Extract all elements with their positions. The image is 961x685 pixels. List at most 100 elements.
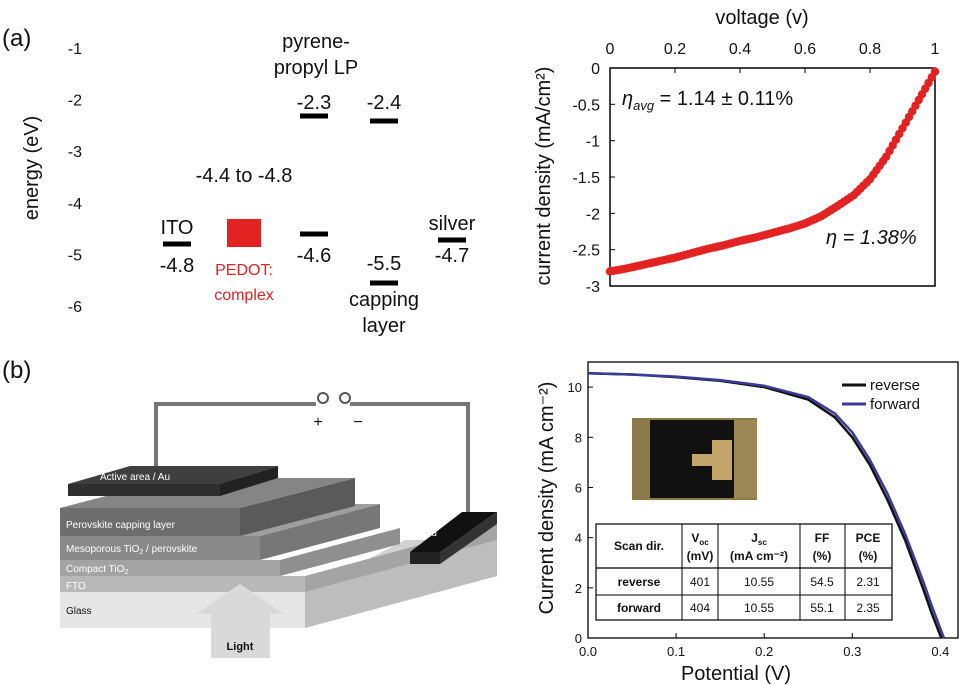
layer-label-gold: gold [418,528,437,539]
gold-contact-front [410,552,440,564]
meso-text: Mesoporous TiO [66,544,140,555]
minus-sign: − [353,414,362,431]
table-header-scan: Scan dir. [614,539,664,553]
level-value-pyrene-homo: -4.6 [297,245,331,267]
voc-main: V [691,531,699,545]
energy-tick-label: -5 [68,247,82,264]
level-name-capping-2: layer [362,315,406,337]
level-value-silver: -4.7 [435,245,469,267]
line-y-tick-label: 6 [575,480,582,495]
level-name-ito: ITO [161,217,194,239]
line-x-tick-label: 0.3 [843,644,861,659]
jv-line-chart: Current density (mA cm⁻²) Potential (V) … [536,362,958,685]
layer-label-capping: Perovskite capping layer [66,520,176,531]
legend-label-reverse: reverse [870,377,920,394]
wire-right [350,404,468,512]
panel-label-a: (a) [2,25,31,52]
table-cell-r1-c4: 54.5 [810,575,834,589]
scatter-y-tick-label: -2 [586,206,600,223]
level-value-ito: -4.8 [160,255,194,277]
line-y-tick-label: 10 [568,380,582,395]
scatter-x-axis-label: voltage (v) [715,7,808,29]
layer-label-active: Active area / Au [100,472,170,483]
scatter-y-tick-label: -1.5 [572,170,600,187]
level-value-capping-lumo: -2.4 [367,92,401,114]
light-label: Light [227,641,254,653]
line-y-tick-label: 2 [575,581,582,596]
voc-sub: oc [699,538,709,547]
level-name-pedot-1: PEDOT: [215,262,273,279]
line-x-tick-label: 0.1 [667,644,685,659]
scatter-annotation-avg: ηavg = 1.14 ± 0.11% [622,88,793,113]
wire-left [156,404,316,467]
energy-tick-label: -6 [68,299,82,316]
compact-text: Compact TiO [66,564,125,575]
table-cell-r2-c1: forward [617,601,661,615]
legend-label-forward: forward [870,396,920,413]
performance-table: Scan dir. Voc (mV) Jsc (mA cm⁻²) FF (%) … [596,524,892,620]
line-x-tick-label: 0.2 [755,644,773,659]
table-cell-r2-c2: 404 [690,601,710,615]
energy-tick-label: -4 [68,196,82,213]
energy-level-diagram: energy (eV) -1 -2 -3 -4 -5 -6 ITO -4.8 -4.4 t… [21,31,476,337]
layer-label-glass: Glass [66,606,92,617]
layer-fto-front [60,576,305,592]
line-x-axis-label: Potential (V) [681,663,791,685]
device-schematic: + − Glass FTO Compact TiO2 Mesoporous Ti… [60,393,497,658]
photo-contact-arm [692,454,714,466]
scatter-point [931,67,939,75]
scatter-y-axis-label: current density (mA/cm²) [533,67,555,286]
layer-active-front [68,484,220,496]
table-cell-r2-c4: 55.1 [810,601,834,615]
scatter-y-tick-label: -0.5 [572,97,600,114]
level-name-capping-1: capping [349,289,419,311]
level-value-pyrene-lumo: -2.3 [297,92,331,114]
line-y-tick-label: 8 [575,430,582,445]
compact-subscript: 2 [124,569,128,576]
scatter-y-tick-label: -1 [586,134,600,151]
jsc-sub: sc [758,538,767,547]
panel-label-b: (b) [2,357,31,384]
line-y-axis-label: Current density (mA cm⁻²) [536,382,558,615]
table-header-ff-unit: (%) [813,549,832,563]
table-header-jsc-unit: (mA cm⁻²) [730,549,788,563]
table-cell-r1-c5: 2.31 [856,575,880,589]
eta-avg-value: = 1.14 ± 0.11% [654,88,793,110]
line-x-tick-label: 0.4 [931,644,949,659]
table-cell-r1-c2: 401 [690,575,710,589]
level-name-pyrene-2: propyl LP [274,57,359,79]
table-header-ff: FF [815,531,830,545]
table-header-pce-unit: (%) [859,549,878,563]
scatter-annotation-best: η = 1.38% [826,227,917,249]
energy-tick-label: -2 [68,93,82,110]
scatter-x-tick-label: 0.4 [729,41,751,58]
plus-sign: + [313,414,322,431]
scatter-x-tick-label: 0.6 [794,41,816,58]
scatter-x-tick-label: 1 [931,41,940,58]
photo-contact [712,440,732,480]
photo-edge [734,420,757,498]
scatter-x-tick-label: 0.2 [664,41,686,58]
energy-tick-label: -1 [68,41,82,58]
level-name-silver: silver [429,213,476,235]
line-legend: reverse forward [842,377,920,413]
line-y-tick-label: 4 [575,531,582,546]
line-y-tick-label: 0 [575,631,582,646]
line-x-tick-label: 0.0 [579,644,597,659]
energy-axis-label: energy (eV) [21,116,43,221]
terminal-positive [318,393,328,403]
scatter-axis-ticks: 0 0.2 0.4 0.6 0.8 1 0 -0.5 -1 -1.5 -2 -2.5 -3 [572,41,939,296]
level-block-pedot [227,219,261,247]
table-header-pce: PCE [856,531,881,545]
energy-tick-label: -3 [68,144,82,161]
table-cell-r2-c3: 10.55 [744,601,774,615]
jsc-main: J [751,531,758,545]
level-range-pedot: -4.4 to -4.8 [196,165,293,187]
meso-text-post: / perovskite [143,544,197,555]
scatter-y-tick-label: 0 [591,61,600,78]
scatter-y-tick-label: -3 [586,279,600,296]
eta-symbol: η [622,88,633,110]
scatter-y-tick-label: -2.5 [572,243,600,260]
table-cell-r1-c3: 10.55 [744,575,774,589]
